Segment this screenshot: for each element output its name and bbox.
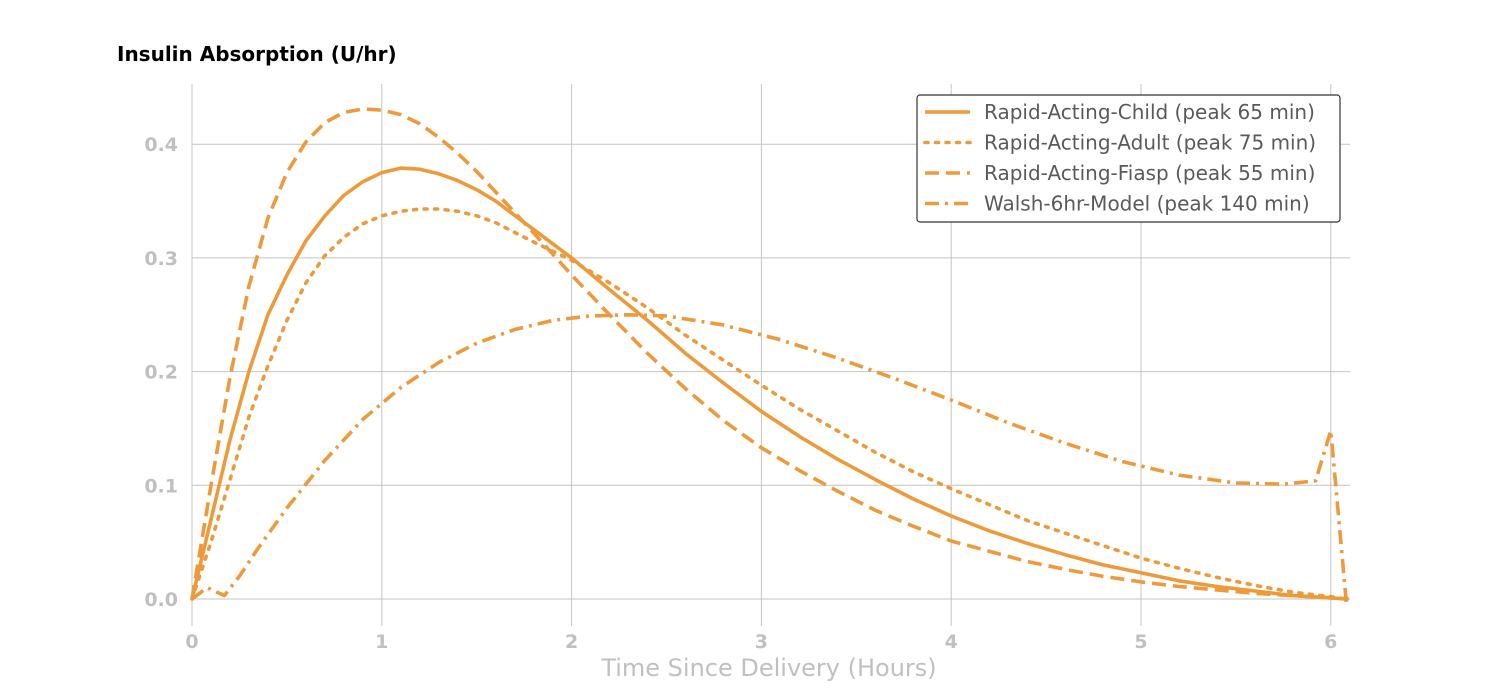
tick-labels: 0 1 2 3 4 5 6 0.0 0.1 0.2 0.3 0.4 bbox=[144, 134, 1337, 653]
legend-label: Rapid-Acting-Child (peak 65 min) bbox=[984, 100, 1315, 124]
series-end-marker bbox=[1342, 596, 1349, 602]
y-tick-label: 0.2 bbox=[144, 362, 178, 384]
x-tick-label: 3 bbox=[755, 631, 768, 653]
legend-box bbox=[916, 94, 1341, 223]
legend: Rapid-Acting-Child (peak 65 min) Rapid-Ac… bbox=[916, 94, 1341, 223]
x-tick-label: 1 bbox=[375, 631, 388, 653]
y-tick-label: 0.0 bbox=[144, 589, 178, 611]
x-tick-label: 5 bbox=[1134, 631, 1147, 653]
x-tick-label: 6 bbox=[1324, 631, 1337, 653]
x-tick-label: 0 bbox=[185, 631, 198, 653]
x-axis-label: Time Since Delivery (Hours) bbox=[600, 654, 936, 682]
series-lines bbox=[190, 107, 1349, 602]
legend-label: Rapid-Acting-Adult (peak 75 min) bbox=[984, 131, 1316, 155]
chart-title: Insulin Absorption (U/hr) bbox=[117, 42, 397, 66]
y-tick-label: 0.1 bbox=[144, 475, 178, 497]
series-line-3 bbox=[190, 107, 1347, 601]
series-line-4 bbox=[190, 312, 1348, 601]
legend-label: Walsh-6hr-Model (peak 140 min) bbox=[984, 192, 1310, 216]
series-line-2 bbox=[190, 207, 1348, 601]
legend-label: Rapid-Acting-Fiasp (peak 55 min) bbox=[984, 161, 1315, 185]
y-tick-label: 0.3 bbox=[144, 248, 178, 270]
x-tick-label: 4 bbox=[945, 631, 958, 653]
y-tick-label: 0.4 bbox=[144, 134, 178, 156]
x-tick-label: 2 bbox=[565, 631, 578, 653]
series-line-1 bbox=[190, 166, 1347, 601]
